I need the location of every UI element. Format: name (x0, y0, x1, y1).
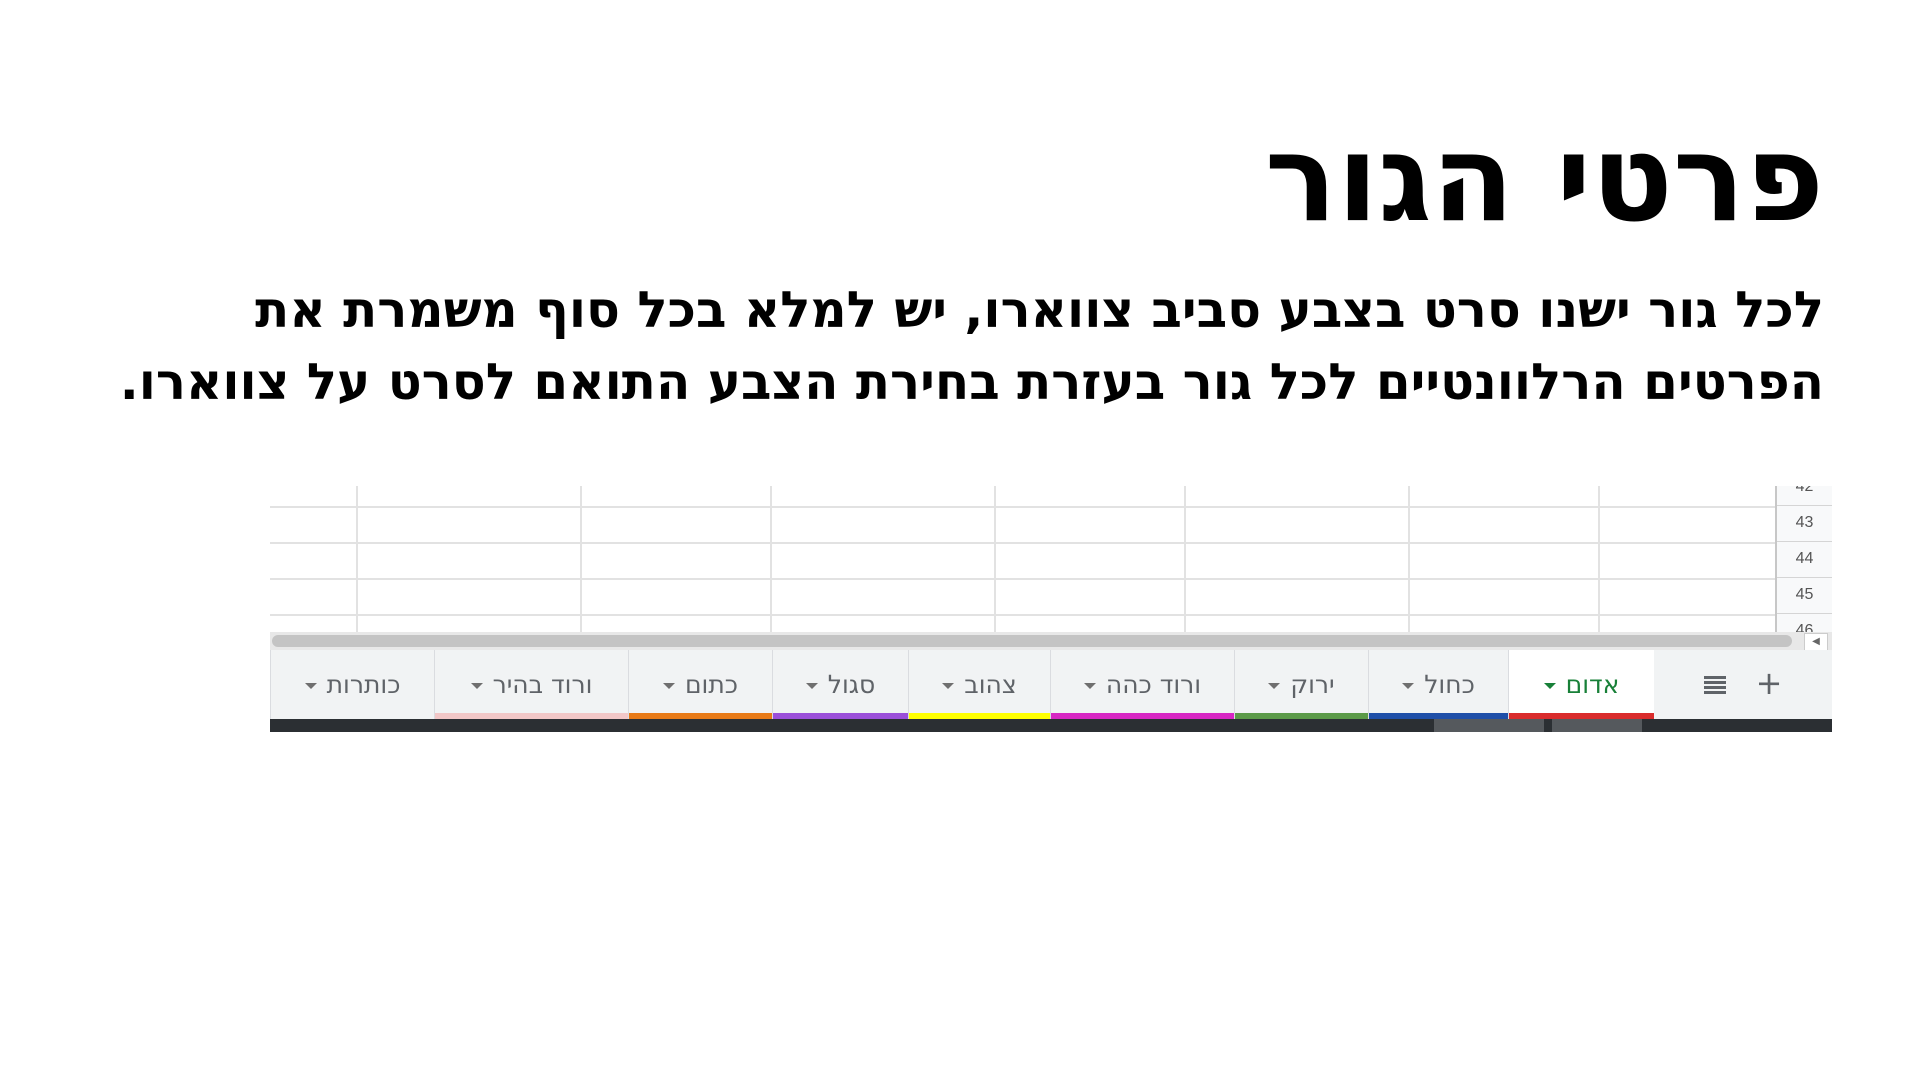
sheet-tab-label: צהוב (964, 670, 1017, 699)
tab-color-bar (909, 713, 1050, 719)
sheet-tab-orange[interactable]: כתום (628, 650, 772, 719)
sheet-tab-red[interactable]: אדום (1508, 650, 1654, 719)
sheet-tab-headers[interactable]: כותרות (270, 650, 434, 719)
grid-col-line (994, 486, 996, 632)
tab-color-bar (1369, 713, 1508, 719)
row-number: 46 (1777, 613, 1832, 632)
grid-row-line (270, 578, 1775, 580)
sheet-tab-label: ורוד בהיר (492, 670, 593, 699)
sheet-tab-yellow[interactable]: צהוב (908, 650, 1050, 719)
sheet-tab-label: ורוד כהה (1105, 670, 1202, 699)
row-number: 43 (1777, 505, 1832, 542)
tab-color-bar (773, 713, 908, 719)
tab-color-bar (1051, 713, 1234, 719)
sheet-tab-purple[interactable]: סגול (772, 650, 908, 719)
grid-col-line (356, 486, 358, 632)
taskbar-segment (1552, 719, 1642, 732)
scroll-left-arrow-icon[interactable]: ◀ (1804, 633, 1828, 651)
row-number: 45 (1777, 577, 1832, 614)
row-number: 44 (1777, 541, 1832, 578)
sheet-tab-blue[interactable]: כחול (1368, 650, 1508, 719)
chevron-down-icon[interactable] (1083, 682, 1096, 689)
sheet-tab-label: אדום (1565, 670, 1620, 699)
sheet-tab-green[interactable]: ירוק (1234, 650, 1368, 719)
add-sheet-plus-icon[interactable]: + (1755, 663, 1783, 702)
tab-color-bar (629, 713, 772, 719)
grid-col-line (580, 486, 582, 632)
chevron-down-icon[interactable] (662, 682, 675, 689)
grid-col-line (1598, 486, 1600, 632)
cell-grid (270, 486, 1775, 632)
chevron-down-icon[interactable] (1543, 682, 1556, 689)
chevron-down-icon[interactable] (1402, 682, 1415, 689)
taskbar-strip (270, 719, 1832, 732)
sheet-tab-label: סגול (827, 670, 876, 699)
row-number-column: 42 43 44 45 46 (1775, 486, 1832, 632)
spreadsheet-screenshot: 42 43 44 45 46 ◀ + אדום כחול (270, 486, 1832, 732)
grid-col-line (1184, 486, 1186, 632)
sheet-tab-label: כחול (1424, 670, 1475, 699)
sheet-tab-dark-pink[interactable]: ורוד כהה (1050, 650, 1234, 719)
sheet-tab-label: כותרות (326, 670, 401, 699)
grid-col-line (1408, 486, 1410, 632)
chevron-down-icon[interactable] (1268, 682, 1281, 689)
sheet-tab-controls: + (1654, 650, 1832, 719)
slide-body-text: לכל גור ישנו סרט בצבע סביב צווארו, יש למ… (119, 281, 1824, 411)
tab-color-bar (1509, 713, 1654, 719)
chevron-down-icon[interactable] (304, 682, 317, 689)
scrollbar-thumb[interactable] (272, 635, 1792, 647)
sheet-tab-bar: + אדום כחול ירוק ורוד כהה (270, 650, 1832, 719)
sheet-tab-light-pink[interactable]: ורוד בהיר (434, 650, 628, 719)
tab-color-bar (271, 713, 434, 719)
tab-color-bar (435, 713, 628, 719)
all-sheets-list-icon[interactable] (1703, 675, 1726, 694)
chevron-down-icon[interactable] (470, 682, 483, 689)
grid-row-line (270, 506, 1775, 508)
taskbar-segment (1434, 719, 1544, 732)
sheet-tab-label: ירוק (1290, 670, 1335, 699)
grid-row-line (270, 614, 1775, 616)
row-number: 42 (1777, 486, 1832, 506)
grid-col-line (770, 486, 772, 632)
chevron-down-icon[interactable] (805, 682, 818, 689)
tab-color-bar (1235, 713, 1368, 719)
sheet-tab-label: כתום (684, 670, 739, 699)
grid-row-line (270, 542, 1775, 544)
chevron-down-icon[interactable] (942, 682, 955, 689)
horizontal-scrollbar[interactable]: ◀ (270, 632, 1832, 651)
slide-title: פרטי הגור (1264, 110, 1824, 249)
